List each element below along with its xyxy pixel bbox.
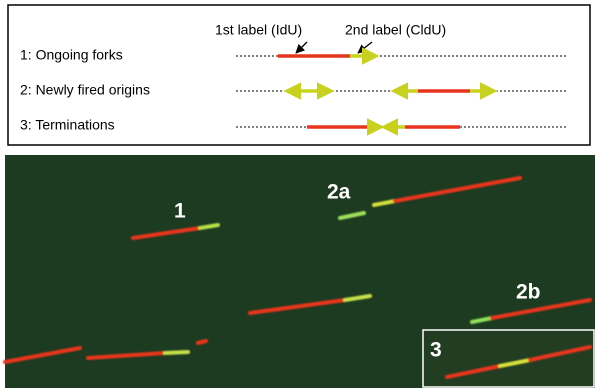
row-label: 3: Terminations: [20, 117, 115, 133]
inset: [422, 329, 595, 388]
row-label: 2: Newly fired origins: [20, 82, 150, 98]
pointer-arrow: [295, 41, 308, 54]
schematic-box: [7, 4, 591, 146]
fiber-label: 1: [174, 200, 186, 223]
inset-fibers: [445, 345, 592, 379]
second-label: 2nd label (CldU): [345, 22, 446, 38]
fiber-label: 2b: [516, 281, 541, 304]
fibers: [3, 176, 592, 364]
schematic-tracks: [278, 47, 498, 136]
row-label: 1: Ongoing forks: [20, 47, 123, 63]
fiber-label: 2a: [327, 181, 351, 204]
fiber-label: 3: [430, 339, 442, 362]
first-label: 1st label (IdU): [215, 22, 302, 38]
